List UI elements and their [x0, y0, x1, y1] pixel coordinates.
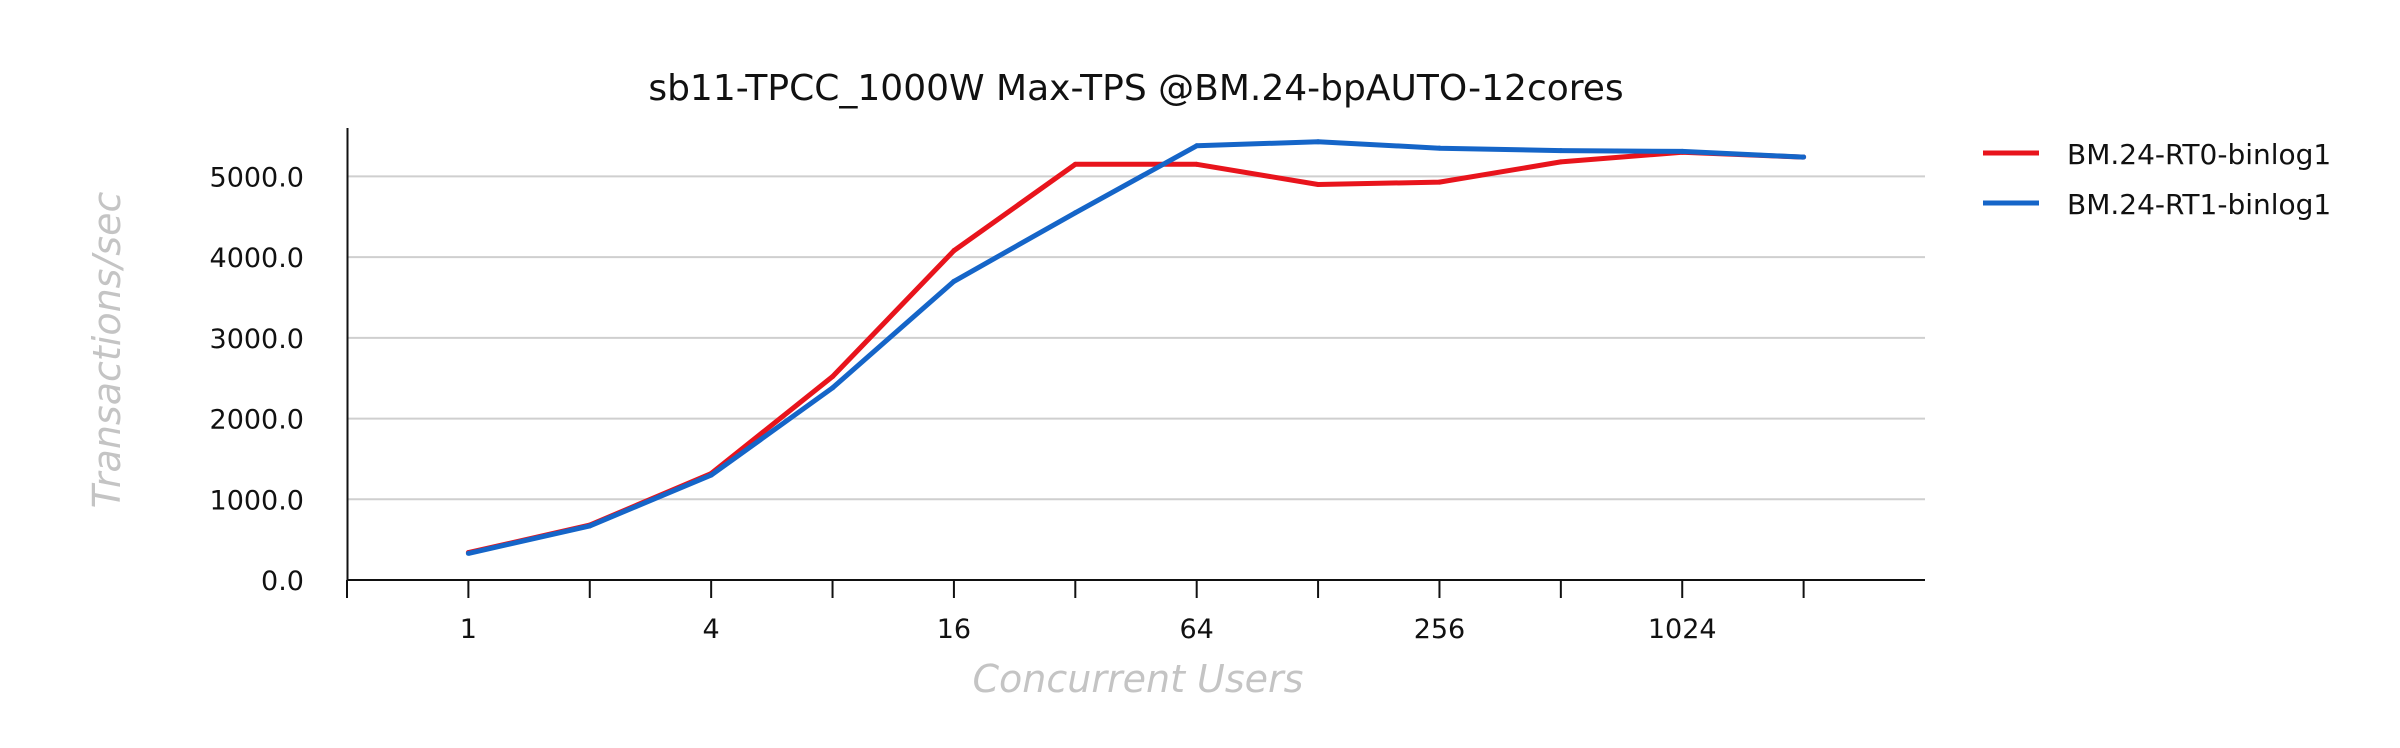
data-point [1558, 148, 1564, 154]
series-lines [465, 139, 1807, 556]
x-tick-label: 64 [1180, 614, 1214, 645]
chart-title: sb11-TPCC_1000W Max-TPS @BM.24-bpAUTO-12… [648, 68, 1623, 109]
data-point [1315, 182, 1321, 187]
x-tick-label: 1024 [1648, 614, 1717, 645]
x-axis-label: Concurrent Users [973, 657, 1304, 701]
data-point [1679, 148, 1685, 154]
data-point [1194, 161, 1200, 167]
x-tick-label: 1 [460, 614, 477, 645]
data-point [1072, 161, 1078, 167]
legend-label: BM.24-RT1-binlog1 [2067, 188, 2331, 221]
legend-label: BM.24-RT0-binlog1 [2067, 138, 2331, 171]
data-point [951, 278, 957, 284]
data-point [1072, 210, 1078, 216]
data-point [1801, 154, 1807, 160]
data-point [1194, 143, 1200, 149]
data-point [1436, 179, 1442, 185]
y-tick-label: 2000.0 [210, 405, 304, 436]
y-tick-label: 0.0 [261, 566, 304, 597]
data-point [587, 523, 593, 529]
y-axis-label: Transactions/sec [85, 192, 129, 509]
x-tick-label: 4 [703, 614, 720, 645]
y-tick-label: 1000.0 [210, 485, 304, 516]
x-tick-label: 16 [937, 614, 971, 645]
y-tick-label: 5000.0 [210, 162, 304, 193]
data-point [1558, 159, 1564, 165]
legend: BM.24-RT0-binlog1 BM.24-RT1-binlog1 [1983, 138, 2331, 221]
series-line-2 [467, 139, 1804, 556]
data-point [465, 550, 471, 556]
data-point [830, 385, 836, 391]
y-tick-label: 4000.0 [210, 243, 304, 274]
axes [346, 128, 1925, 581]
data-point [1315, 139, 1321, 145]
data-point [830, 374, 836, 380]
data-point [708, 472, 714, 478]
data-point [1436, 145, 1442, 151]
ticks: 0.0 1000.0 2000.0 3000.0 4000.0 5000.0 1 4 16 64 2… [210, 162, 1805, 645]
y-tick-label: 3000.0 [210, 324, 304, 355]
x-tick-label: 256 [1414, 614, 1466, 645]
data-point [951, 248, 957, 254]
grid-lines [347, 175, 1925, 501]
